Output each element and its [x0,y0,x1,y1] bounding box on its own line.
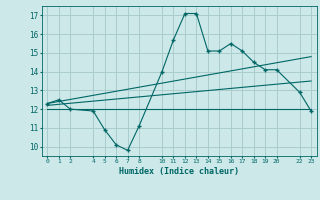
X-axis label: Humidex (Indice chaleur): Humidex (Indice chaleur) [119,167,239,176]
